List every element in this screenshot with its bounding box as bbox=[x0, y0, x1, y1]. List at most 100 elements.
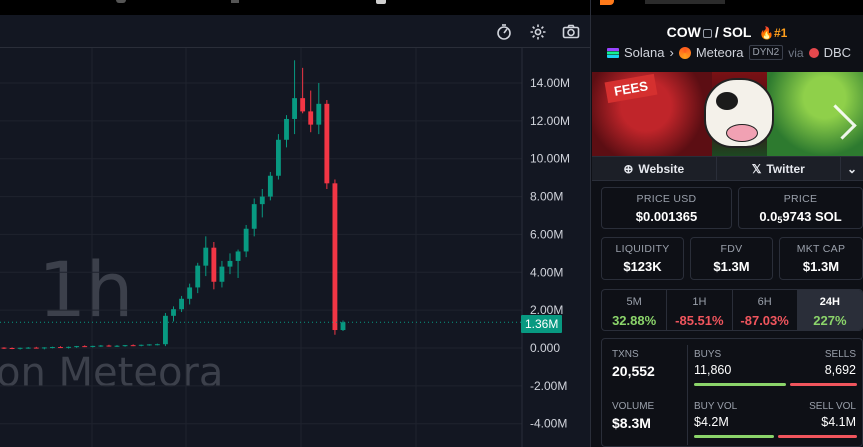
tab-1h[interactable]: 1H -85.51% bbox=[667, 290, 733, 330]
candle-body bbox=[292, 98, 297, 119]
candle-body bbox=[219, 266, 225, 282]
website-button[interactable]: ⊕ Website bbox=[592, 157, 717, 180]
copy-icon[interactable] bbox=[702, 29, 712, 38]
candle-body bbox=[179, 298, 184, 310]
y-tick-label: 4.00M bbox=[530, 265, 563, 279]
sells-label: SELLS bbox=[824, 349, 856, 360]
txns-label: TXNS bbox=[612, 349, 639, 360]
website-label: Website bbox=[638, 161, 685, 176]
fdv-card: FDV $1.3M bbox=[690, 237, 773, 280]
candle-body bbox=[106, 345, 112, 347]
liquidity-value: $123K bbox=[623, 259, 662, 274]
buy-vol-label: BUY VOL bbox=[694, 401, 738, 412]
price-chart[interactable]: 14.00M 12.00M 10.00M 8.00M 6.00M 4.00M 2.00M 0.… bbox=[0, 48, 590, 447]
candle-body bbox=[138, 344, 144, 346]
pool-type-tag: DYN2 bbox=[748, 45, 784, 60]
chart-area[interactable] bbox=[0, 15, 591, 447]
candle-body bbox=[50, 347, 55, 349]
candle-body bbox=[308, 111, 314, 125]
twitter-button[interactable]: 𝕏 Twitter bbox=[717, 157, 841, 180]
y-tick-label: 14.00M bbox=[530, 76, 570, 90]
price-usd-card: PRICE USD $0.001365 bbox=[601, 187, 732, 229]
breadcrumb: Solana › Meteora DYN2 via DBC bbox=[607, 45, 851, 60]
cow-mascot-icon bbox=[704, 78, 774, 148]
price-sol-prefix: 0.0 bbox=[759, 209, 778, 224]
candle-body bbox=[171, 309, 176, 316]
candle-body bbox=[25, 347, 31, 349]
fdv-value: $1.3M bbox=[713, 259, 750, 274]
breadcrumb-dex[interactable]: Meteora bbox=[695, 45, 744, 60]
price-usd-label: PRICE USD bbox=[636, 193, 697, 205]
tab-label: 5M bbox=[626, 296, 642, 308]
y-tick-label: -4.00M bbox=[530, 417, 567, 431]
twitter-label: Twitter bbox=[766, 161, 805, 176]
timer-icon[interactable] bbox=[495, 23, 513, 41]
volume-value: $8.3M bbox=[612, 415, 651, 431]
mkt-cap-card: MKT CAP $1.3M bbox=[779, 237, 863, 280]
tab-indicator bbox=[376, 0, 386, 4]
chevron-right-icon: › bbox=[669, 45, 674, 60]
pair-title: COW / SOL 🔥#1 bbox=[591, 24, 863, 40]
candle-body bbox=[163, 315, 168, 345]
candle-body bbox=[9, 348, 15, 349]
via-label: via bbox=[788, 45, 804, 60]
tab-indicator bbox=[231, 0, 239, 3]
globe-icon: ⊕ bbox=[623, 161, 634, 176]
stats-divider bbox=[687, 345, 688, 445]
price-sol-value: 0.059743 SOL bbox=[739, 209, 862, 225]
mkt-cap-label: MKT CAP bbox=[796, 243, 846, 255]
flame-icon: 🔥 bbox=[759, 26, 774, 40]
candle-body bbox=[203, 247, 209, 266]
candle-body bbox=[33, 347, 39, 349]
txns-value: 20,552 bbox=[612, 363, 655, 379]
y-tick-label: 6.00M bbox=[530, 227, 563, 241]
more-links-button[interactable]: ⌄ bbox=[841, 157, 863, 180]
tab-indicator bbox=[116, 0, 126, 3]
liquidity-card: LIQUIDITY $123K bbox=[601, 237, 684, 280]
browser-top-strip bbox=[0, 0, 863, 15]
quote-symbol: SOL bbox=[722, 24, 752, 40]
y-tick-label: -2.00M bbox=[530, 379, 567, 393]
price-sol-zero-count: 5 bbox=[777, 215, 783, 225]
candle-body bbox=[251, 204, 257, 229]
fdv-label: FDV bbox=[720, 243, 743, 255]
panel-divider bbox=[590, 0, 591, 447]
gear-icon[interactable] bbox=[529, 23, 547, 41]
sells-value: 8,692 bbox=[824, 363, 856, 377]
camera-icon[interactable] bbox=[562, 23, 580, 41]
orange-button[interactable] bbox=[600, 0, 614, 5]
candle-body bbox=[130, 345, 136, 347]
social-links: ⊕ Website 𝕏 Twitter ⌄ bbox=[592, 156, 863, 181]
buy-vol-value: $4.2M bbox=[694, 415, 729, 429]
price-sol-suffix: 9743 SOL bbox=[782, 209, 842, 224]
candle-body bbox=[98, 345, 104, 347]
candle-body bbox=[316, 103, 322, 125]
candle-body bbox=[154, 344, 160, 346]
price-sol-card: PRICE 0.059743 SOL bbox=[738, 187, 863, 229]
candle-body bbox=[227, 260, 233, 267]
x-logo-icon: 𝕏 bbox=[751, 161, 762, 176]
tab-5m[interactable]: 5M 32.88% bbox=[602, 290, 668, 330]
rank-badge: 🔥#1 bbox=[759, 26, 787, 40]
candle-body bbox=[122, 345, 128, 347]
candle-body bbox=[340, 322, 346, 331]
candle-body bbox=[211, 247, 217, 282]
y-tick-label: 2.00M bbox=[530, 303, 563, 317]
price-usd-value: $0.001365 bbox=[635, 209, 698, 224]
y-tick-label: 12.00M bbox=[530, 114, 570, 128]
candle-body bbox=[284, 118, 289, 140]
tab-6h[interactable]: 6H -87.03% bbox=[733, 290, 798, 330]
candle-body bbox=[300, 98, 306, 112]
candle-body bbox=[114, 345, 120, 347]
rank-value: #1 bbox=[774, 26, 788, 40]
candle-body bbox=[82, 346, 88, 348]
chevron-down-icon: ⌄ bbox=[846, 161, 858, 176]
tab-24h[interactable]: 24H 227% bbox=[797, 290, 862, 330]
sell-vol-value: $4.1M bbox=[821, 415, 856, 429]
chart-toolbar bbox=[0, 15, 591, 48]
tab-change: 227% bbox=[813, 313, 847, 328]
y-tick-label: 0.000 bbox=[530, 341, 560, 355]
breadcrumb-chain[interactable]: Solana bbox=[624, 45, 665, 60]
candle-body bbox=[58, 347, 63, 349]
breadcrumb-source[interactable]: DBC bbox=[823, 45, 852, 60]
